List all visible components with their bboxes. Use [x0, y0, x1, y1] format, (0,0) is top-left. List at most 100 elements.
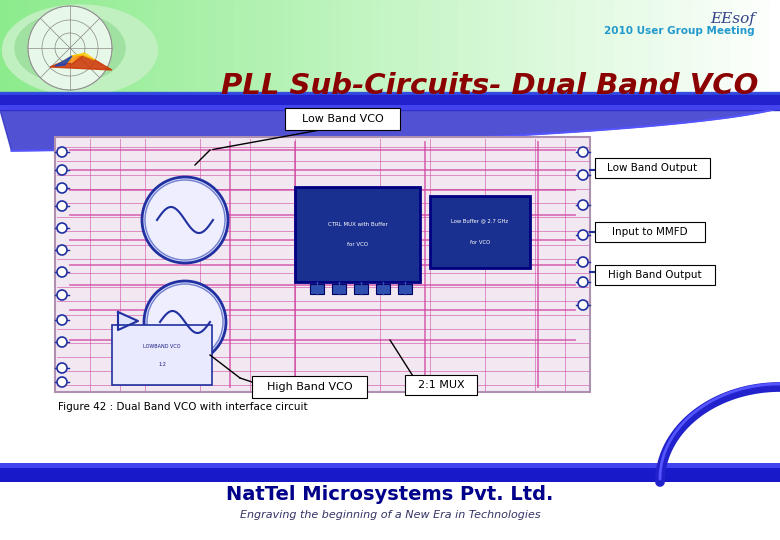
Bar: [292, 0, 304, 95]
Circle shape: [57, 201, 67, 211]
Text: 2010 User Group Meeting: 2010 User Group Meeting: [604, 26, 755, 36]
Bar: [420, 0, 431, 95]
Bar: [0, 110, 780, 480]
Bar: [644, 0, 655, 95]
Text: for VCO: for VCO: [347, 241, 368, 246]
Bar: [438, 0, 451, 95]
Polygon shape: [60, 55, 82, 63]
Circle shape: [57, 315, 67, 325]
Bar: [332, 0, 343, 95]
Bar: [126, 0, 139, 95]
Bar: [654, 0, 665, 95]
Bar: [370, 0, 382, 95]
Bar: [0, 440, 780, 540]
Bar: [722, 0, 733, 95]
Text: High Band Output: High Band Output: [608, 270, 702, 280]
Bar: [0, 468, 780, 470]
Bar: [312, 0, 324, 95]
Polygon shape: [72, 53, 95, 60]
Circle shape: [578, 200, 588, 210]
Bar: [546, 0, 558, 95]
Bar: [405, 375, 477, 395]
Bar: [360, 0, 373, 95]
Circle shape: [57, 147, 67, 157]
Bar: [98, 0, 109, 95]
Bar: [0, 95, 780, 110]
Circle shape: [147, 284, 223, 360]
Text: EEsof: EEsof: [710, 12, 755, 26]
Bar: [225, 0, 236, 95]
Bar: [0, 476, 780, 479]
Bar: [342, 0, 353, 95]
Bar: [254, 0, 265, 95]
Circle shape: [28, 6, 112, 90]
Circle shape: [57, 337, 67, 347]
Text: 1:2: 1:2: [158, 361, 166, 367]
Circle shape: [57, 363, 67, 373]
Bar: [604, 0, 616, 95]
Circle shape: [142, 177, 228, 263]
Bar: [55, 137, 590, 392]
Bar: [410, 0, 421, 95]
Bar: [732, 0, 743, 95]
Bar: [0, 466, 780, 469]
Text: Low Band Output: Low Band Output: [608, 163, 697, 173]
Bar: [555, 0, 568, 95]
Circle shape: [57, 377, 67, 387]
Bar: [771, 0, 780, 95]
Text: Figure 42 : Dual Band VCO with interface circuit: Figure 42 : Dual Band VCO with interface…: [58, 402, 307, 412]
Bar: [0, 464, 780, 482]
Bar: [136, 0, 148, 95]
Circle shape: [578, 300, 588, 310]
Bar: [204, 0, 217, 95]
Bar: [264, 0, 275, 95]
Bar: [398, 284, 412, 294]
Bar: [595, 158, 710, 178]
Polygon shape: [0, 108, 780, 151]
Text: Input to MMFD: Input to MMFD: [612, 227, 688, 237]
Bar: [429, 0, 441, 95]
Text: CTRL MUX with Buffer: CTRL MUX with Buffer: [328, 222, 388, 227]
Bar: [310, 284, 324, 294]
Ellipse shape: [2, 5, 158, 95]
Text: NatTel Microsystems Pvt. Ltd.: NatTel Microsystems Pvt. Ltd.: [226, 485, 554, 504]
Bar: [48, 0, 61, 95]
Bar: [303, 0, 314, 95]
Bar: [702, 0, 714, 95]
Bar: [117, 0, 129, 95]
Text: High Band VCO: High Band VCO: [267, 382, 353, 392]
Circle shape: [57, 223, 67, 233]
Bar: [430, 196, 530, 268]
Bar: [156, 0, 168, 95]
Bar: [566, 0, 577, 95]
Bar: [147, 0, 158, 95]
Circle shape: [144, 281, 226, 363]
Ellipse shape: [15, 13, 125, 83]
Polygon shape: [55, 56, 72, 66]
Bar: [507, 0, 519, 95]
Bar: [682, 0, 694, 95]
Bar: [381, 0, 392, 95]
Bar: [112, 325, 212, 385]
Polygon shape: [118, 312, 138, 330]
Bar: [321, 0, 334, 95]
Bar: [760, 0, 772, 95]
Bar: [0, 474, 780, 476]
Bar: [448, 0, 460, 95]
Bar: [0, 472, 780, 475]
Text: LOWBAND VCO: LOWBAND VCO: [144, 343, 181, 348]
Bar: [285, 108, 400, 130]
Bar: [0, 463, 780, 468]
Polygon shape: [50, 55, 112, 70]
Circle shape: [57, 290, 67, 300]
Bar: [351, 0, 363, 95]
Circle shape: [578, 257, 588, 267]
Bar: [252, 376, 367, 398]
Bar: [39, 0, 51, 95]
Bar: [58, 0, 70, 95]
Bar: [0, 463, 780, 465]
Text: Low Buffer @ 2.7 GHz: Low Buffer @ 2.7 GHz: [452, 219, 509, 224]
Bar: [0, 0, 12, 95]
Circle shape: [57, 183, 67, 193]
Bar: [750, 0, 763, 95]
